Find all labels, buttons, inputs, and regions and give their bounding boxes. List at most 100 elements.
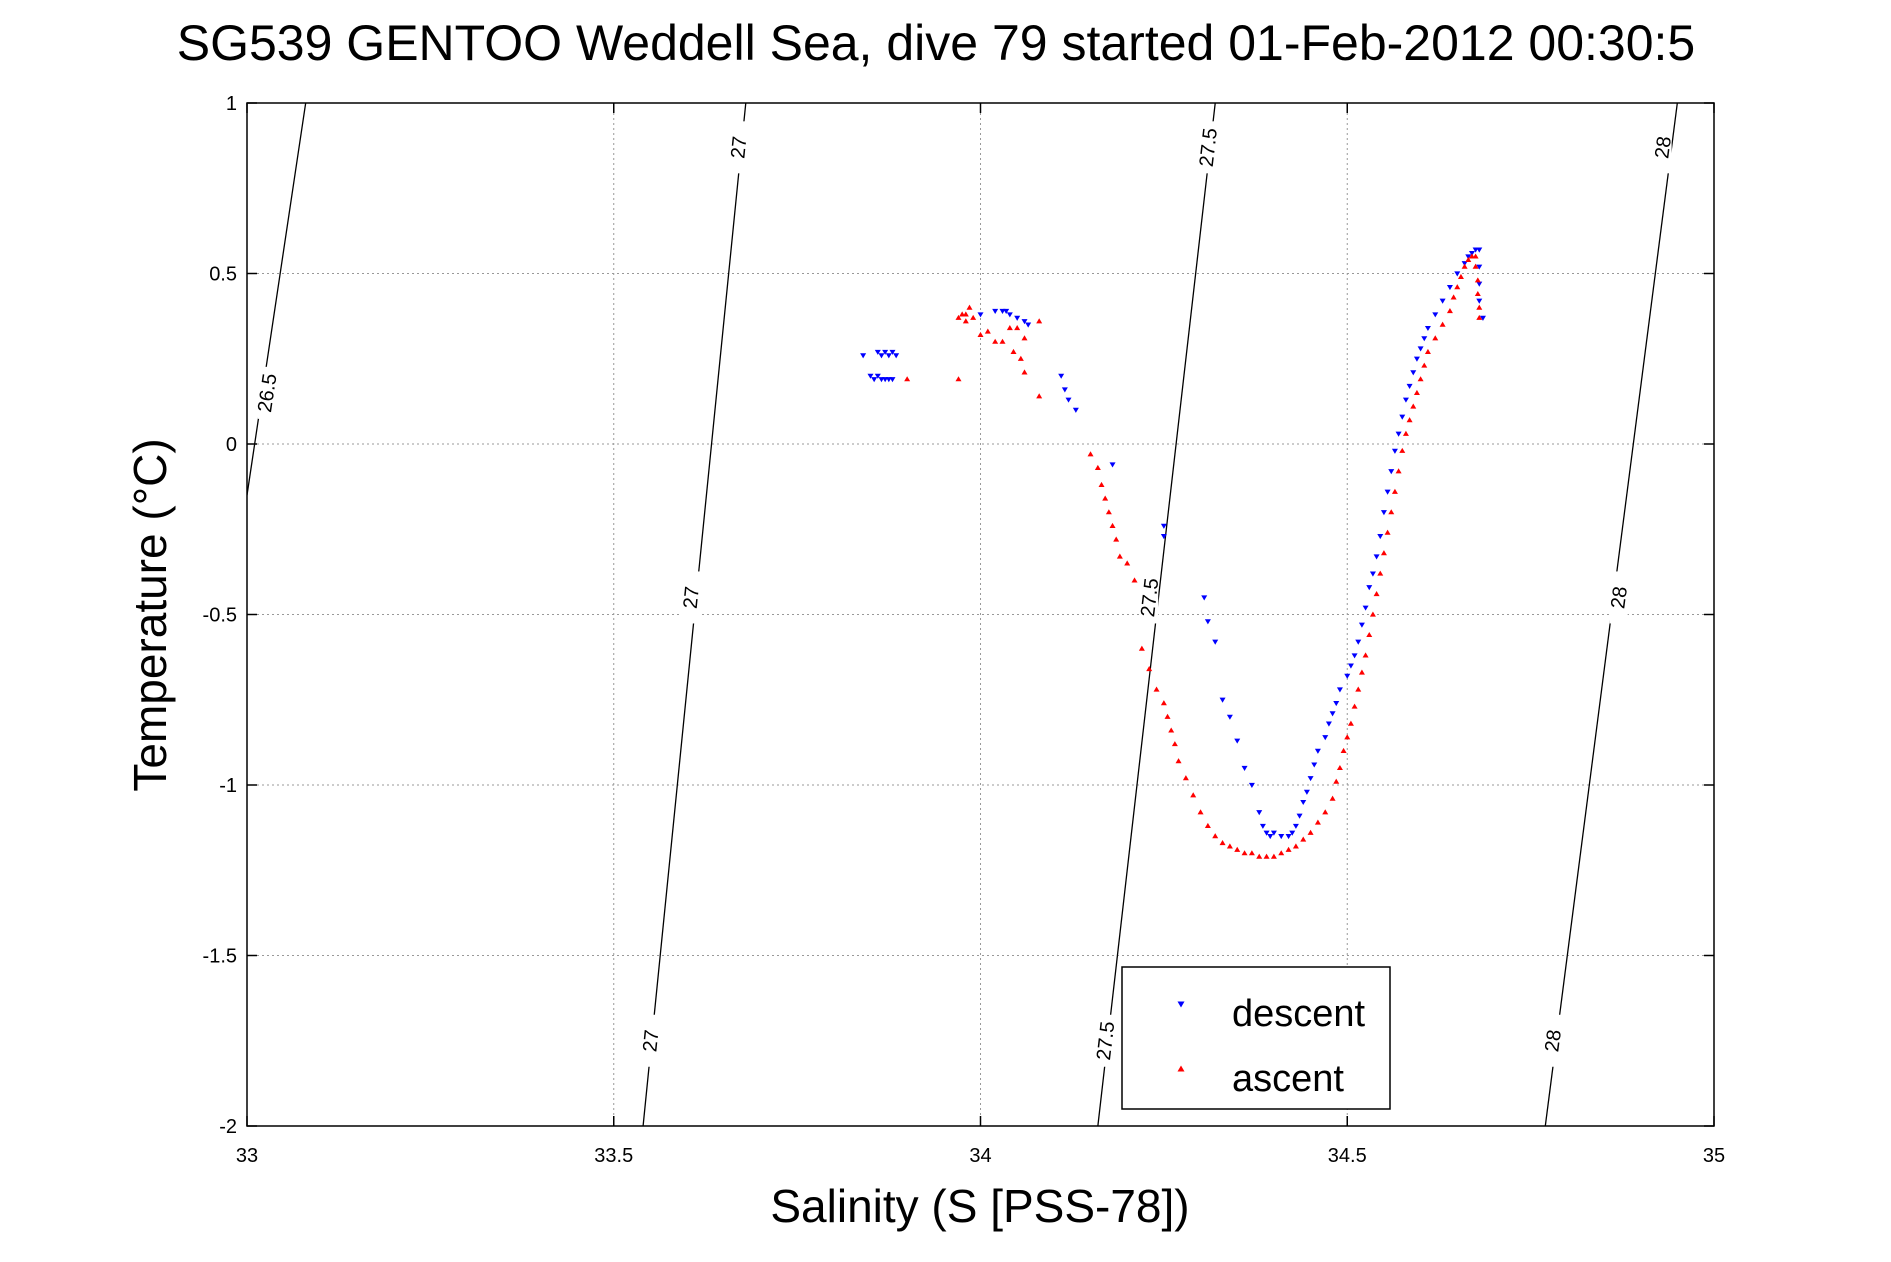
contour-label: 27 — [680, 585, 704, 609]
descent-point — [977, 312, 984, 318]
y-tick-label: -1.5 — [203, 946, 237, 968]
ascent-point — [1036, 393, 1043, 399]
descent-point — [1311, 762, 1318, 768]
ascent-point — [1410, 403, 1417, 409]
descent-point — [860, 353, 867, 359]
ascent-point — [1333, 778, 1340, 784]
ascent-point — [984, 328, 991, 334]
descent-point — [1201, 595, 1208, 601]
ascent-point — [1413, 389, 1420, 395]
descent-point — [1373, 554, 1380, 560]
descent-point — [878, 353, 885, 359]
descent-point — [1358, 622, 1365, 628]
ascent-point — [1248, 850, 1255, 856]
ascent-point — [1362, 652, 1369, 658]
descent-point — [1212, 639, 1219, 645]
ascent-point — [962, 311, 969, 317]
ascent-point — [1406, 417, 1413, 423]
contour-label-gap — [1140, 571, 1159, 624]
descent-point — [1355, 639, 1362, 645]
ascent-point — [1336, 764, 1343, 771]
ascent-point — [1241, 850, 1248, 856]
contour-label: 27 — [727, 135, 751, 159]
ascent-point — [1226, 843, 1233, 849]
ascent-point — [1351, 703, 1358, 709]
legend-marker-descent — [1177, 1001, 1185, 1008]
legend-box — [1121, 966, 1391, 1110]
ascent-point — [1424, 348, 1431, 355]
ascent-point — [1017, 355, 1024, 361]
contour-label-gap — [1198, 121, 1217, 174]
ascent-point — [1399, 447, 1406, 453]
descent-point — [1307, 776, 1314, 782]
ascent-point — [1421, 362, 1428, 368]
data-points — [860, 247, 1486, 859]
ascent-point — [1474, 290, 1481, 297]
contour-label-gap — [681, 571, 700, 624]
descent-point — [1160, 523, 1167, 529]
contour-label: 27.5 — [1196, 127, 1222, 168]
descent-point — [1476, 264, 1483, 270]
ascent-point — [966, 304, 973, 310]
descent-point — [1058, 373, 1065, 379]
descent-point — [1061, 387, 1068, 393]
ascent-point — [1476, 314, 1483, 320]
y-axis-label: Temperature (°C) — [124, 438, 176, 791]
descent-point — [1072, 407, 1079, 413]
ascent-point — [1021, 369, 1028, 375]
ascent-point — [1300, 836, 1307, 842]
ascent-point — [1102, 495, 1109, 501]
descent-point — [1241, 765, 1248, 771]
ascent-point — [1182, 775, 1189, 781]
ascent-point — [1014, 325, 1021, 331]
descent-point — [1421, 336, 1428, 342]
ascent-point — [1153, 686, 1160, 692]
descent-point — [1391, 448, 1398, 454]
descent-point — [1329, 711, 1336, 717]
descent-point — [882, 349, 889, 355]
descent-point — [1248, 782, 1255, 788]
descent-point — [1014, 315, 1021, 321]
x-tick-label: 35 — [1703, 1145, 1725, 1167]
ascent-point — [1094, 464, 1101, 470]
ascent-point — [1164, 713, 1171, 719]
descent-point — [992, 308, 999, 315]
descent-point — [1476, 281, 1483, 287]
descent-point — [893, 353, 900, 359]
contour-label-gap — [1543, 1014, 1562, 1067]
x-axis-label: Salinity (S [PSS-78]) — [770, 1180, 1189, 1232]
descent-point — [1314, 748, 1321, 754]
y-tick-label: -2 — [219, 1116, 237, 1138]
descent-point — [1395, 431, 1402, 437]
ascent-point — [1197, 809, 1204, 815]
contour-label-gap — [257, 366, 276, 419]
descent-point — [1476, 298, 1483, 304]
ascent-point — [992, 338, 999, 344]
ascent-point — [1109, 522, 1116, 528]
descent-point — [1336, 687, 1343, 693]
ascent-point — [1450, 294, 1457, 300]
descent-point — [874, 349, 881, 355]
axis-ticks: 33 33.5 34 34.5 35 1 0.5 0 -0.5 -1 -1.5 -2 — [203, 93, 1726, 1167]
y-tick-label: 0 — [226, 434, 237, 456]
ascent-point — [1369, 611, 1376, 617]
ascent-point — [1098, 481, 1105, 488]
ascent-point — [955, 314, 962, 320]
x-tick-label: 34.5 — [1328, 1145, 1367, 1167]
ascent-point — [1087, 451, 1094, 457]
ascent-point — [999, 338, 1006, 344]
descent-point — [1322, 735, 1329, 741]
ascent-point — [1190, 792, 1197, 798]
descent-point — [1344, 673, 1351, 679]
contour-label: 28 — [1541, 1028, 1566, 1053]
contour-label: 27 — [639, 1029, 663, 1053]
ascent-point — [1138, 645, 1145, 651]
descent-point — [1006, 312, 1013, 318]
ascent-point — [1219, 839, 1226, 846]
descent-point — [1025, 322, 1032, 328]
contour-label-gap — [1653, 121, 1672, 174]
ascent-point — [1373, 591, 1380, 597]
ascent-point — [1472, 253, 1479, 259]
ascent-point — [977, 331, 984, 337]
